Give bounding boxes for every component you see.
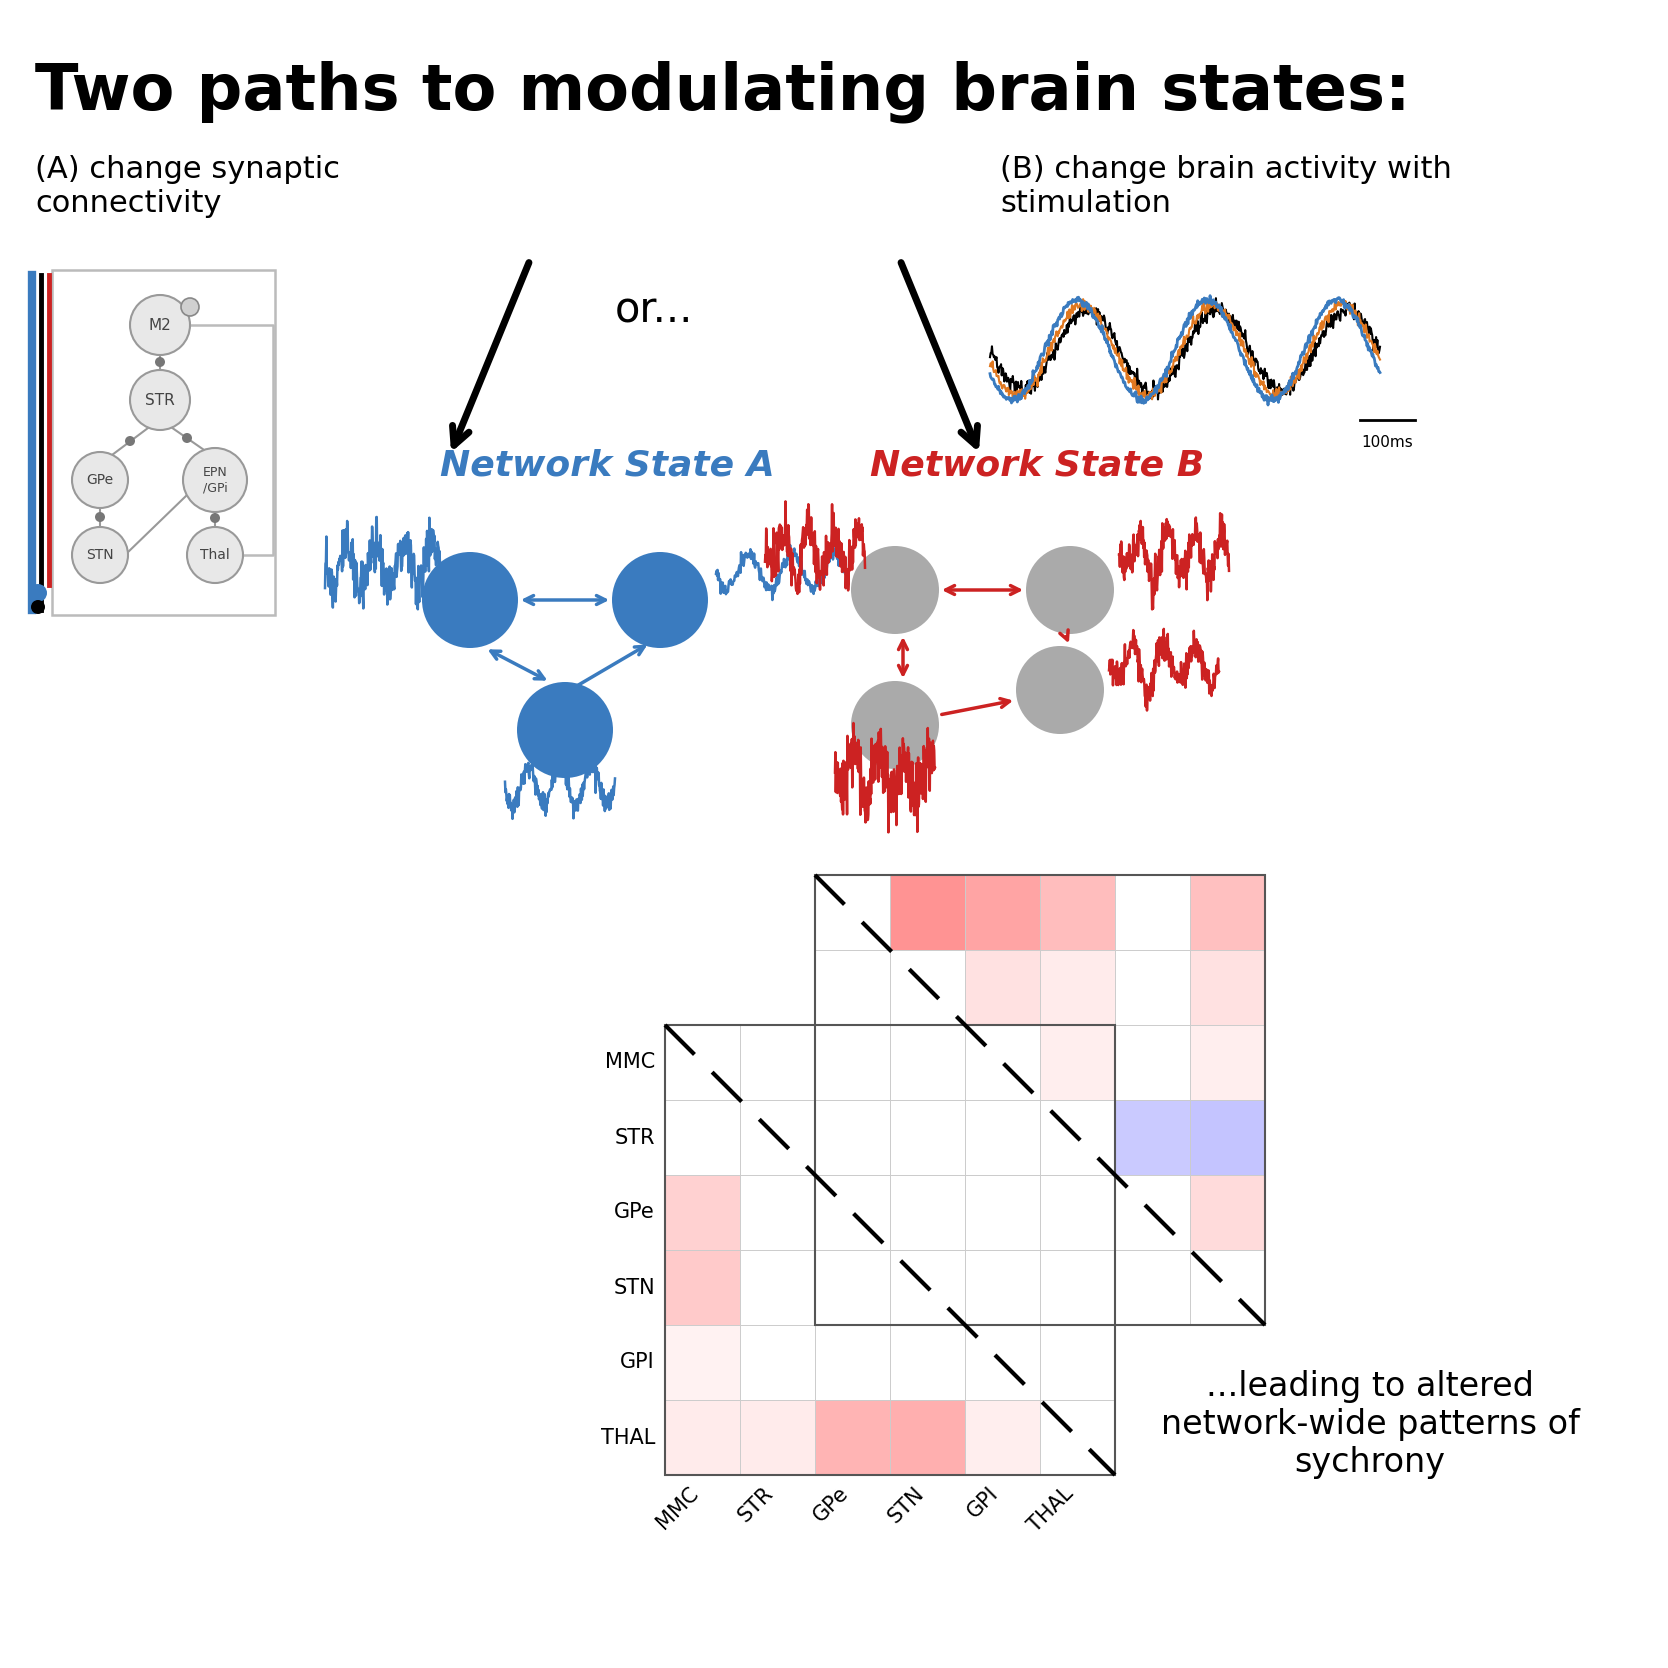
Bar: [666, 1026, 1114, 1475]
Text: ...leading to altered
network-wide patterns of
sychrony: ...leading to altered network-wide patte…: [1161, 1369, 1580, 1480]
Text: GPI: GPI: [964, 1483, 1002, 1521]
Text: 100ms: 100ms: [1361, 435, 1413, 450]
Bar: [666, 1249, 741, 1324]
Circle shape: [32, 600, 45, 614]
Text: MMC: MMC: [652, 1483, 702, 1533]
Bar: [966, 951, 1041, 1026]
Bar: [1189, 951, 1264, 1026]
Bar: [666, 1399, 741, 1475]
Circle shape: [182, 434, 192, 444]
Circle shape: [183, 449, 247, 512]
Text: EPN
/GPi: EPN /GPi: [202, 465, 227, 494]
Circle shape: [1026, 545, 1114, 634]
Bar: [1041, 1026, 1114, 1099]
Bar: [52, 270, 275, 615]
Circle shape: [72, 527, 128, 584]
Text: STN: STN: [87, 549, 113, 562]
Bar: [741, 1399, 816, 1475]
Circle shape: [1016, 646, 1104, 734]
Circle shape: [125, 435, 135, 445]
Text: GPe: GPe: [87, 474, 113, 487]
Text: GPI: GPI: [620, 1353, 656, 1373]
Circle shape: [28, 584, 47, 602]
Text: M2: M2: [148, 317, 172, 332]
Text: STN: STN: [884, 1483, 927, 1526]
Text: Network State B: Network State B: [871, 449, 1204, 482]
Text: Thal: Thal: [200, 549, 230, 562]
Text: or...: or...: [615, 289, 694, 330]
Bar: [1114, 1099, 1189, 1174]
Circle shape: [130, 370, 190, 430]
Bar: [1189, 1174, 1264, 1249]
Text: MMC: MMC: [605, 1053, 656, 1073]
Circle shape: [72, 452, 128, 509]
Circle shape: [612, 552, 707, 647]
Bar: [891, 876, 966, 951]
Bar: [816, 876, 1264, 1324]
Circle shape: [95, 512, 105, 522]
Text: STN: STN: [614, 1278, 656, 1298]
Circle shape: [851, 681, 939, 769]
Text: STR: STR: [145, 392, 175, 407]
Circle shape: [130, 295, 190, 355]
Bar: [1189, 1099, 1264, 1174]
Bar: [1041, 876, 1114, 951]
Circle shape: [851, 545, 939, 634]
Text: Network State A: Network State A: [440, 449, 774, 482]
Text: GPe: GPe: [809, 1483, 852, 1526]
Bar: [1189, 1026, 1264, 1099]
Bar: [966, 1399, 1041, 1475]
Text: STR: STR: [614, 1128, 656, 1148]
Circle shape: [422, 552, 519, 647]
Circle shape: [187, 527, 244, 584]
Bar: [666, 1174, 741, 1249]
Text: STR: STR: [734, 1483, 777, 1526]
Circle shape: [182, 299, 198, 315]
Text: THAL: THAL: [1024, 1483, 1078, 1536]
Text: THAL: THAL: [600, 1428, 656, 1448]
Circle shape: [210, 514, 220, 524]
Text: (A) change synaptic
connectivity: (A) change synaptic connectivity: [35, 155, 340, 217]
Circle shape: [155, 357, 165, 367]
Bar: [1041, 951, 1114, 1026]
Bar: [666, 1324, 741, 1399]
Text: GPe: GPe: [614, 1203, 656, 1223]
Text: (B) change brain activity with
stimulation: (B) change brain activity with stimulati…: [1001, 155, 1451, 217]
Bar: [966, 876, 1041, 951]
Circle shape: [517, 682, 614, 777]
Bar: [891, 1399, 966, 1475]
Bar: [1189, 876, 1264, 951]
Text: Two paths to modulating brain states:: Two paths to modulating brain states:: [35, 60, 1411, 122]
Bar: [816, 1399, 891, 1475]
